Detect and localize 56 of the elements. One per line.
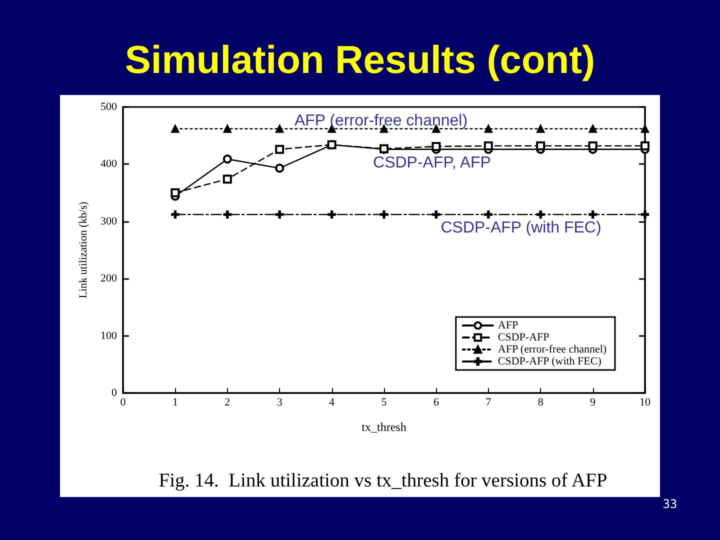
point xyxy=(432,210,440,219)
x-tick-label: 8 xyxy=(538,396,544,408)
x-tick-label: 6 xyxy=(433,396,440,408)
point xyxy=(432,142,441,151)
legend-label: AFP xyxy=(498,320,518,332)
x-tick-label: 7 xyxy=(486,396,492,408)
y-tick-label: 100 xyxy=(100,330,118,342)
x-tick-label: 9 xyxy=(590,396,596,408)
point xyxy=(223,124,232,133)
point xyxy=(275,164,284,173)
point xyxy=(640,210,650,219)
annotation: CSDP-AFP (with FEC) xyxy=(440,220,602,236)
point xyxy=(484,210,493,219)
annotation: CSDP-AFP, AFP xyxy=(373,154,491,172)
point xyxy=(536,210,545,219)
point xyxy=(640,141,650,150)
x-tick-label: 3 xyxy=(276,396,283,408)
point xyxy=(588,210,597,219)
point xyxy=(536,124,545,133)
x-tick-label: 2 xyxy=(224,396,230,408)
y-axis-title: Link utilization (kb/s) xyxy=(78,201,90,298)
point xyxy=(222,174,232,184)
point xyxy=(170,188,180,198)
y-tick-label: 300 xyxy=(100,215,118,228)
x-tick-label: 4 xyxy=(329,396,336,408)
point xyxy=(275,144,284,154)
point xyxy=(171,210,180,219)
x-axis-title: tx_thresh xyxy=(362,420,406,434)
chart-title: Simulation Results (cont) xyxy=(124,39,596,82)
point xyxy=(588,141,598,150)
point xyxy=(275,124,284,133)
text: 33 xyxy=(662,497,678,511)
legend-label: CSDP-AFP xyxy=(498,332,550,344)
point xyxy=(640,124,650,133)
point xyxy=(275,210,284,219)
point xyxy=(328,210,336,219)
point xyxy=(484,141,493,150)
point xyxy=(536,141,546,150)
point xyxy=(171,124,180,133)
caption: Fig. 14. Link utilization vs tx_thresh for versions of AFP xyxy=(158,470,608,492)
annotation: AFP (error-free channel) xyxy=(294,112,468,130)
y-tick-label: 500 xyxy=(100,101,118,113)
legend-label: AFP (error-free channel) xyxy=(498,344,607,356)
x-tick-label: 10 xyxy=(640,396,651,408)
y-tick-label: 0 xyxy=(112,387,118,399)
x-tick-label: 1 xyxy=(172,396,178,408)
point xyxy=(484,124,493,133)
point xyxy=(588,124,597,133)
legend-label: CSDP-AFP (with FEC) xyxy=(498,356,602,368)
y-tick-label: 400 xyxy=(100,158,118,170)
x-tick-label: 0 xyxy=(120,396,126,408)
y-tick-label: 200 xyxy=(100,272,118,285)
point xyxy=(223,210,232,219)
x-tick-label: 5 xyxy=(381,396,388,408)
point xyxy=(380,210,388,219)
point xyxy=(222,154,232,164)
